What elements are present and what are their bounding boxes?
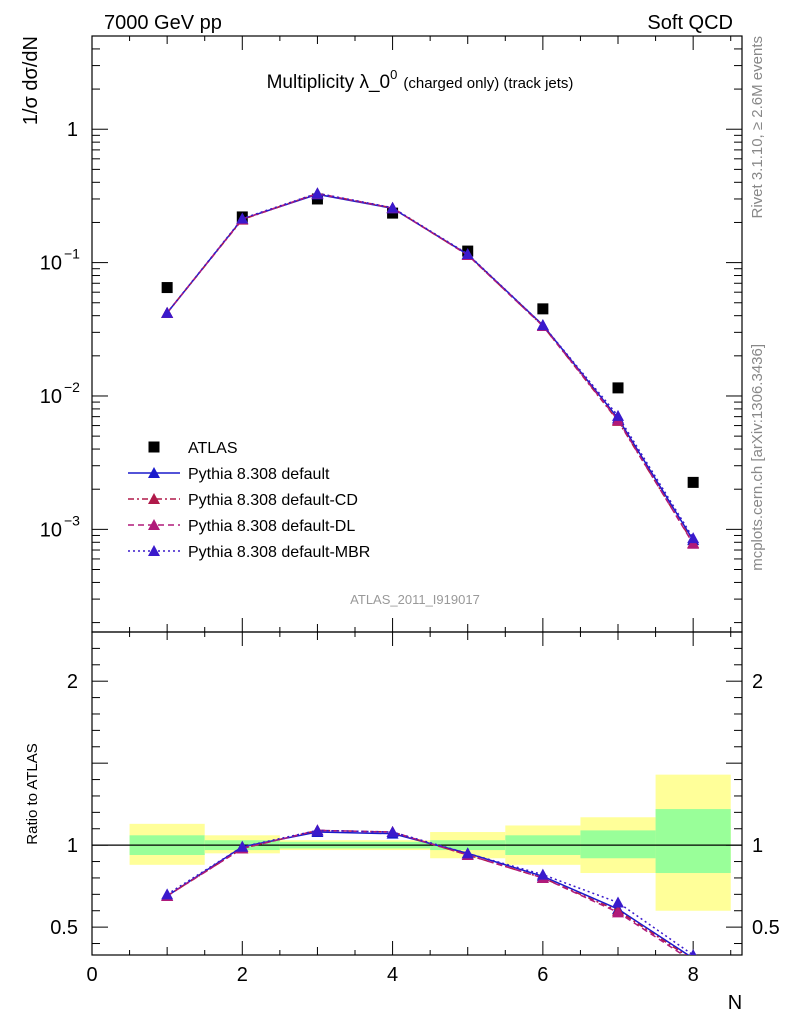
y-tick-label: 1 [67, 119, 78, 141]
y-tick-label: 10 [40, 253, 62, 275]
triangle-marker [161, 888, 174, 900]
triangle-marker [148, 519, 160, 530]
triangle-marker [386, 201, 399, 213]
series-line [166, 192, 694, 544]
legend-entry: Pythia 8.308 default-CD [128, 492, 358, 509]
legend: ATLAS Pythia 8.308 default Pythia 8.308 de… [128, 440, 370, 561]
legend-entry: Pythia 8.308 default [128, 466, 330, 483]
y-tick-exponent: −1 [64, 246, 80, 262]
ratio-series-group [161, 824, 697, 955]
triangle-marker [687, 532, 700, 544]
ratio-y-tick-label: 0.5 [50, 917, 78, 939]
ratio-series-line [166, 829, 685, 955]
triangle-marker [311, 824, 324, 836]
triangle-marker [148, 545, 160, 556]
ratio-series-line [166, 829, 694, 955]
source-label: mcplots.cern.ch [arXiv:1306.3436] [749, 344, 766, 571]
axes: 0 2 4 6 810−310−210 −110.5 0.51 12 2 [40, 35, 780, 986]
legend-label: ATLAS [188, 440, 238, 457]
data-square-marker [161, 282, 173, 294]
legend-label: Pythia 8.308 default-MBR [188, 544, 370, 561]
legend-label: Pythia 8.308 default [188, 466, 330, 483]
top-panel-frame [91, 35, 743, 633]
legend-label: Pythia 8.308 default-CD [188, 492, 358, 509]
triangle-marker [536, 319, 549, 331]
chart-title-main: Multiplicity λ_0 [267, 72, 391, 93]
triangle-marker [148, 493, 160, 504]
triangle-marker [311, 187, 324, 199]
triangle-marker [612, 896, 625, 908]
x-axis-label: N [728, 992, 742, 1014]
chart-title-sup: 0 [390, 67, 397, 82]
triangle-marker [612, 409, 625, 421]
legend-square-marker [148, 441, 160, 453]
y-tick-label: 10 [40, 386, 62, 408]
series-pythia-8-308-default-mbr [161, 187, 700, 544]
triangle-marker [386, 826, 399, 838]
triangle-marker [461, 248, 474, 260]
ratio-y-tick-label: 1 [67, 835, 78, 857]
x-tick-label: 6 [537, 964, 548, 986]
data-square-marker [687, 476, 699, 488]
energy-label: 7000 GeV pp [104, 12, 222, 34]
x-tick-label: 4 [387, 964, 398, 986]
top-y-axis-label: 1/σ dσ/dN [20, 36, 42, 125]
ratio-y-tick-label-right: 0.5 [752, 917, 780, 939]
triangle-marker [689, 949, 697, 955]
series-line [166, 192, 694, 539]
triangle-marker [161, 306, 174, 318]
y-tick-exponent: −2 [64, 379, 80, 395]
legend-label: Pythia 8.308 default-DL [188, 518, 355, 535]
process-label: Soft QCD [647, 12, 733, 34]
series-line [166, 193, 694, 541]
triangle-marker [687, 537, 700, 549]
triangle-marker [236, 840, 249, 852]
triangle-marker [148, 467, 160, 478]
chart-title: Multiplicity λ_00 (charged only) (track j… [267, 67, 574, 93]
ratio-pythia-8-308-default-mbr [161, 824, 697, 955]
data-square-marker [612, 382, 624, 394]
triangle-marker [236, 212, 249, 224]
data-square-marker [537, 303, 549, 315]
legend-entry: ATLAS [148, 440, 238, 457]
ratio-y-tick-label-right: 1 [752, 835, 763, 857]
chart-title-sub: (charged only) (track jets) [403, 75, 573, 92]
ratio-y-tick-label-right: 2 [752, 671, 763, 693]
uncertainty-bands [92, 774, 742, 911]
bottom-y-axis-label: Ratio to ATLAS [24, 743, 41, 844]
green-band [580, 830, 656, 859]
series-atlas [161, 193, 699, 488]
x-tick-label: 2 [237, 964, 248, 986]
y-tick-label: 10 [40, 519, 62, 541]
green-band [655, 809, 731, 874]
triangle-marker [612, 906, 625, 918]
data-series [161, 187, 700, 955]
x-tick-label: 0 [86, 964, 97, 986]
triangle-marker [461, 847, 474, 859]
legend-entry: Pythia 8.308 default-DL [128, 518, 355, 535]
analysis-watermark: ATLAS_2011_I919017 [350, 592, 480, 607]
ratio-y-tick-label: 2 [67, 671, 78, 693]
triangle-marker [536, 868, 549, 880]
bottom-panel-frame [91, 631, 743, 956]
legend-entry: Pythia 8.308 default-MBR [128, 544, 370, 561]
x-tick-label: 8 [688, 964, 699, 986]
rivet-label: Rivet 3.1.10, ≥ 2.6M events [749, 36, 766, 219]
y-tick-exponent: −3 [64, 512, 80, 528]
